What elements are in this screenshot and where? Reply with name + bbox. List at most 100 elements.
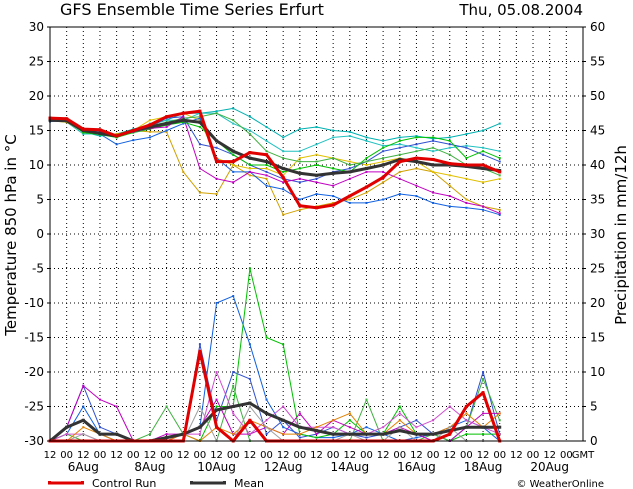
y-axis-label-right: Precipitation in mm/12h: [612, 145, 630, 325]
x-tick-label: 00: [560, 450, 573, 461]
temp-point: [465, 144, 468, 147]
temp-point: [248, 151, 252, 155]
precip-point: [265, 426, 268, 429]
temp-point: [432, 146, 435, 149]
legend-marker-mean: [223, 481, 226, 484]
y2-tick-label: 60: [590, 20, 605, 34]
y2-tick-label: 0: [590, 434, 598, 448]
temp-point: [348, 135, 351, 138]
temp-point: [465, 157, 468, 160]
temp-point: [215, 192, 218, 195]
x-tick-label: 00: [127, 450, 140, 461]
temp-point: [365, 136, 368, 139]
legend: Control Run Mean: [48, 477, 264, 489]
precip-point: [498, 412, 501, 415]
temp-point: [498, 177, 501, 180]
temp-point: [148, 130, 151, 133]
x-tick-label: GMT: [572, 450, 595, 461]
temp-point: [348, 177, 351, 180]
temp-point: [398, 143, 401, 146]
precip-point: [282, 433, 285, 436]
precip-point: [198, 433, 201, 436]
temp-point: [198, 191, 201, 194]
temp-point: [432, 137, 435, 140]
precip-point: [65, 425, 69, 429]
temp-point: [215, 177, 218, 180]
precip-point: [165, 433, 168, 436]
temp-point: [482, 129, 485, 132]
temp-point: [115, 143, 118, 146]
x-tick-label: 00: [527, 450, 540, 461]
temp-point: [398, 139, 401, 142]
temp-point: [315, 173, 318, 177]
precip-point: [98, 426, 101, 429]
precip-point: [431, 432, 435, 436]
temp-point: [398, 192, 401, 195]
x-tick-label: 12: [110, 450, 123, 461]
precip-point: [465, 412, 468, 415]
temp-point: [448, 139, 451, 142]
x-tick-label: 12: [477, 450, 490, 461]
temp-point: [182, 115, 185, 118]
y-tick-labels-left: 30 25 20 15 10 5 0 -5 -10 -15 -20 -25 -30: [24, 20, 50, 448]
temp-point: [498, 212, 501, 215]
temp-point: [248, 115, 251, 118]
temp-point: [215, 110, 218, 113]
precip-point: [232, 295, 235, 298]
temp-point: [448, 162, 452, 166]
precip-point: [81, 418, 85, 422]
precip-point: [448, 432, 452, 436]
temp-point: [482, 146, 485, 149]
temp-point: [415, 143, 418, 146]
precip-point: [482, 412, 485, 415]
temp-point: [482, 208, 485, 211]
precip-point: [265, 433, 268, 436]
chart-date: Thu, 05.08.2004: [458, 1, 583, 19]
temp-point: [482, 181, 485, 184]
temp-point: [415, 146, 418, 149]
precip-point: [348, 426, 351, 429]
precip-point: [215, 408, 219, 412]
temp-point: [198, 115, 201, 118]
x-tick-label: 00: [194, 450, 207, 461]
precip-point: [281, 418, 285, 422]
temp-point: [282, 150, 285, 153]
temp-point: [265, 174, 268, 177]
temp-point: [298, 198, 301, 201]
temp-point: [498, 157, 501, 160]
precip-point: [165, 405, 168, 408]
temp-point: [365, 170, 368, 173]
temp-point: [182, 170, 185, 173]
temp-point: [198, 143, 201, 146]
temp-point: [382, 146, 385, 149]
legend-label-mean: Mean: [234, 477, 264, 489]
temp-point: [232, 170, 235, 173]
x-tick-label: 12: [310, 450, 323, 461]
y2-tick-label: 35: [590, 193, 605, 207]
y-tick-label: 20: [29, 89, 44, 103]
temp-point: [315, 126, 318, 129]
temp-point: [364, 166, 368, 170]
temp-point: [498, 174, 501, 177]
y-tick-label: 10: [29, 158, 44, 172]
y2-tick-label: 40: [590, 158, 605, 172]
x-tick-label: 00: [327, 450, 340, 461]
x-tick-label: 12: [210, 450, 223, 461]
temp-point: [365, 139, 368, 142]
day-label: 8Aug: [134, 460, 165, 474]
temp-point: [182, 122, 185, 125]
temp-point: [332, 184, 335, 187]
temp-point: [398, 160, 402, 164]
temp-point: [382, 139, 385, 142]
temp-point: [465, 132, 468, 135]
x-tick-label: 12: [277, 450, 290, 461]
x-tick-labels: 12 00 12 00 12 00 12 00 12 00 12 00 12 00 12 00 12 00 12 00…: [44, 450, 595, 461]
precip-point: [98, 432, 102, 436]
x-tick-label: 00: [360, 450, 373, 461]
temp-point: [348, 130, 351, 133]
temp-point: [364, 185, 368, 189]
temp-point: [165, 122, 169, 126]
y-tick-label: 25: [29, 55, 44, 69]
temp-point: [348, 201, 351, 204]
precip-point: [448, 405, 451, 408]
